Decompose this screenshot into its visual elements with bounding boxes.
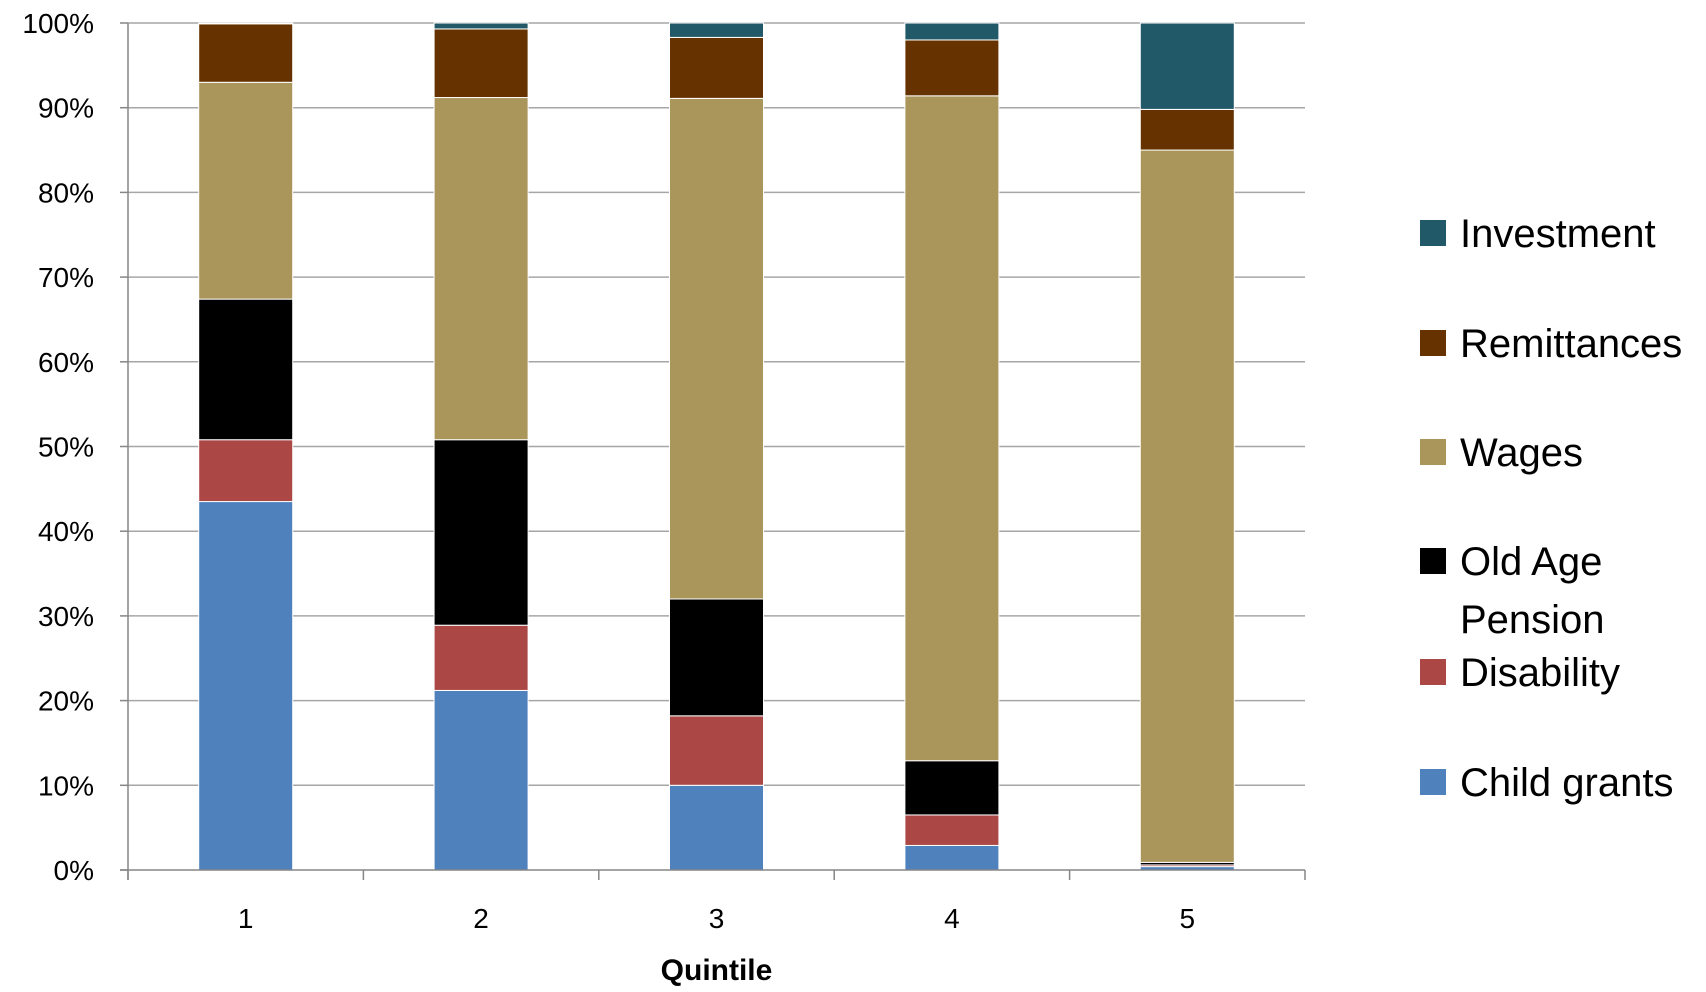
y-tick-label: 50% — [38, 432, 94, 463]
bar-segment-investment — [1139, 22, 1235, 110]
bars — [198, 22, 1235, 871]
legend-swatch — [1420, 769, 1446, 795]
bar-segment-old-age-pension — [904, 760, 1000, 816]
y-tick-label: 30% — [38, 601, 94, 632]
bar-segment-investment — [433, 22, 529, 30]
x-axis-title: Quintile — [661, 954, 773, 987]
bar-segment-old-age-pension — [433, 439, 529, 626]
legend-label: Disability — [1460, 651, 1620, 695]
bar-segment-wages — [904, 95, 1000, 762]
bar-segment-wages — [1139, 149, 1235, 863]
y-tick-label: 70% — [38, 262, 94, 293]
legend: Investment Remittances Wages Old Age Pension… — [1420, 212, 1682, 805]
y-tick-label: 10% — [38, 770, 94, 801]
y-tick-label: 40% — [38, 516, 94, 547]
bar-segment-child-grants — [433, 689, 529, 871]
bar-segment-child-grants — [904, 844, 1000, 871]
bar-segment-old-age-pension — [198, 298, 294, 441]
legend-label: Child grants — [1460, 761, 1673, 805]
axes — [120, 22, 1306, 880]
bar-segment-wages — [433, 97, 529, 441]
legend-label: Wages — [1460, 431, 1583, 475]
legend-swatch — [1420, 548, 1446, 574]
bar-segment-remittances — [198, 23, 294, 83]
y-tick-label: 90% — [38, 93, 94, 124]
legend-label: Old Age — [1460, 540, 1602, 584]
bar-segment-wages — [198, 81, 294, 300]
y-tick-labels: 0% 10% 20% 30% 40% 50% 60% 70% 80% 90% 100% — [22, 8, 94, 886]
bar-segment-child-grants — [198, 501, 294, 871]
bar-segment-disability — [198, 439, 294, 503]
x-tick-label: 2 — [473, 903, 489, 934]
bar-segment-child-grants — [669, 784, 764, 871]
legend-swatch — [1420, 659, 1446, 685]
bar-segment-disability — [433, 624, 529, 691]
x-tick-labels: 1 2 3 4 5 — [238, 903, 1195, 934]
bar-segment-investment — [198, 22, 294, 25]
bar-segment-disability — [669, 715, 764, 786]
y-tick-label: 100% — [22, 8, 94, 39]
legend-label: Pension — [1460, 598, 1605, 642]
x-tick-label: 5 — [1180, 903, 1196, 934]
bar-segment-remittances — [1139, 108, 1235, 151]
legend-label: Remittances — [1460, 322, 1682, 366]
legend-label: Investment — [1460, 212, 1656, 256]
y-tick-label: 60% — [38, 347, 94, 378]
y-tick-label: 0% — [54, 855, 94, 886]
legend-swatch — [1420, 439, 1446, 465]
bar-segment-investment — [669, 22, 764, 38]
bar-segment-investment — [904, 22, 1000, 41]
bar-segment-remittances — [433, 28, 529, 99]
x-tick-label: 3 — [709, 903, 725, 934]
bar-segment-remittances — [904, 39, 1000, 97]
legend-swatch — [1420, 330, 1446, 356]
x-tick-label: 4 — [944, 903, 960, 934]
legend-swatch — [1420, 220, 1446, 246]
bar-segment-wages — [669, 97, 764, 600]
bar-segment-old-age-pension — [669, 598, 764, 717]
y-tick-label: 80% — [38, 177, 94, 208]
bar-segment-remittances — [669, 36, 764, 99]
y-tick-label: 20% — [38, 686, 94, 717]
x-tick-label: 1 — [238, 903, 254, 934]
bar-segment-disability — [904, 814, 1000, 846]
